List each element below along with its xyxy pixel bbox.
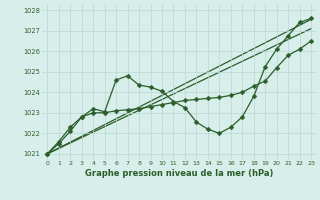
X-axis label: Graphe pression niveau de la mer (hPa): Graphe pression niveau de la mer (hPa) bbox=[85, 169, 273, 178]
